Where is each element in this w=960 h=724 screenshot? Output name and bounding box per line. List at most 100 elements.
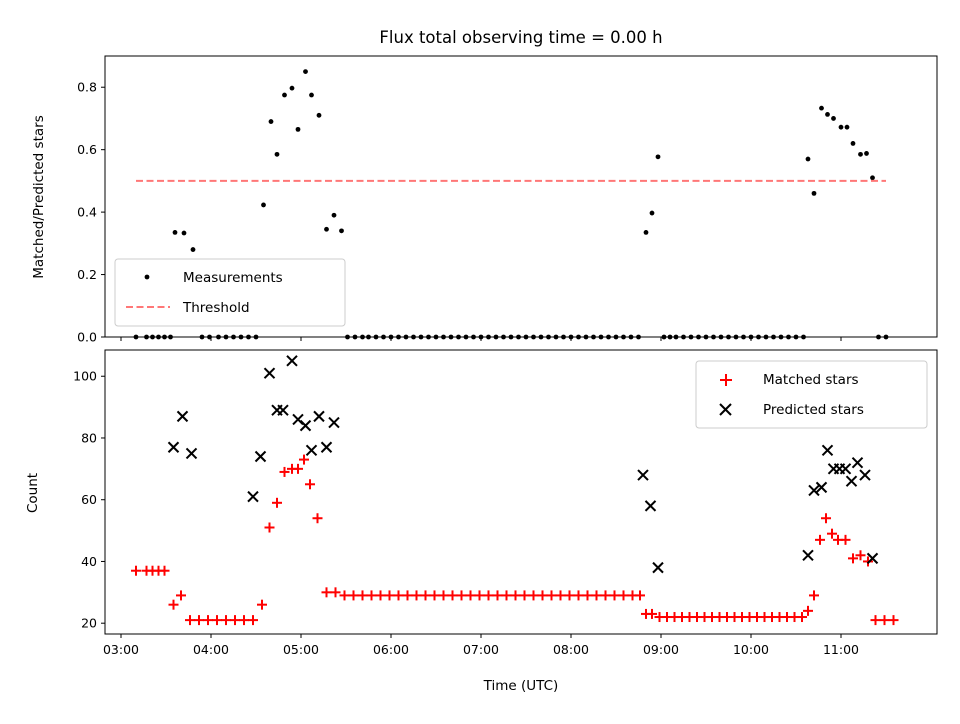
top-legend: Measurements Threshold xyxy=(114,258,346,327)
matched-stars-point xyxy=(305,479,315,490)
predicted-stars-point xyxy=(320,441,333,453)
top-y-tick-label: 0.2 xyxy=(77,267,97,282)
measurements-point xyxy=(316,112,322,118)
matched-stars-point xyxy=(357,590,368,601)
top-axis-ticks: 0.0 0.2 0.4 0.6 0.8 xyxy=(77,80,842,345)
measurements-point xyxy=(172,230,178,235)
measurements-point xyxy=(831,116,836,121)
top-y-tick-label: 0.4 xyxy=(77,205,97,220)
matched-stars-point xyxy=(519,590,530,601)
matched-stars-point xyxy=(501,590,512,601)
predicted-stars-point xyxy=(286,355,298,367)
matched-stars-point xyxy=(821,513,831,524)
bottom-y-tick-label: 80 xyxy=(81,430,97,445)
matched-stars-point xyxy=(456,590,467,601)
predicted-stars-point xyxy=(866,552,879,565)
matched-stars-point xyxy=(465,590,476,601)
matched-stars-point xyxy=(348,590,359,601)
bottom-x-tick-label: 05:00 xyxy=(283,642,319,657)
matched-stars-point xyxy=(797,612,807,623)
matched-stars-point xyxy=(393,590,404,601)
top-y-tick-label: 0.8 xyxy=(77,80,97,95)
matched-stars-point xyxy=(609,590,620,601)
matched-stars-point xyxy=(212,615,222,626)
measurements-point xyxy=(303,69,308,75)
bottom-x-axis-label: Time (UTC) xyxy=(483,678,559,694)
matched-stars-point xyxy=(257,599,267,610)
matched-stars-point xyxy=(600,590,611,601)
measurements-point xyxy=(309,92,314,98)
matched-stars-point xyxy=(221,615,231,626)
predicted-stars-point xyxy=(839,463,852,475)
matched-stars-point xyxy=(272,497,282,508)
legend-threshold-label: Threshold xyxy=(182,300,250,316)
matched-stars-point xyxy=(312,513,323,524)
matched-stars-point xyxy=(429,590,440,601)
matched-stars-point xyxy=(420,590,431,601)
bottom-plot-frame xyxy=(104,349,938,635)
predicted-stars-point xyxy=(167,441,180,453)
measurements-point xyxy=(282,92,287,98)
matched-stars-point xyxy=(131,565,141,576)
bottom-y-tick-label: 40 xyxy=(81,554,97,569)
predicted-stars-point xyxy=(277,404,289,416)
matched-stars-point xyxy=(299,454,309,465)
top-chart-title: Flux total observing time = 0.00 h xyxy=(379,28,662,47)
bottom-legend: Matched stars Predicted stars xyxy=(695,360,928,429)
bottom-panel: 20 40 60 80 100 03:00 04:00 05:00 06:00 07:00 08:0… xyxy=(25,349,938,694)
measurements-point xyxy=(858,151,863,157)
matched-stars-point xyxy=(176,590,186,601)
legend-matched-label: Matched stars xyxy=(763,372,859,388)
bottom-legend-box xyxy=(695,360,928,429)
matched-stars-point xyxy=(803,605,813,616)
predicted-stars-point xyxy=(815,481,828,494)
predicted-stars-point xyxy=(176,410,189,423)
matched-stars-point xyxy=(888,615,899,626)
measurements-point xyxy=(295,126,301,132)
matched-stars-point xyxy=(402,590,413,601)
predicted-stars-point xyxy=(305,444,318,457)
predicted-stars-point xyxy=(328,416,340,429)
bottom-x-tick-label: 03:00 xyxy=(103,642,139,657)
bottom-x-tick-label: 08:00 xyxy=(553,642,589,657)
measurements-point xyxy=(864,151,869,156)
bottom-y-tick-label: 60 xyxy=(81,492,97,507)
top-panel: Flux total observing time = 0.00 h 0.00.… xyxy=(31,28,938,345)
matched-stars-point xyxy=(855,550,866,561)
predicted-stars-point xyxy=(185,447,198,460)
matched-stars-point xyxy=(809,590,819,601)
matched-stars-point xyxy=(573,590,584,601)
matched-stars-point xyxy=(510,590,521,601)
matched-stars-point xyxy=(582,590,593,601)
predicted-stars-point xyxy=(247,490,259,503)
bottom-series-layer xyxy=(131,355,899,626)
measurements-point xyxy=(649,210,655,216)
predicted-stars-point xyxy=(644,500,657,512)
predicted-stars-point xyxy=(845,475,858,487)
top-plot-frame xyxy=(104,55,938,338)
matched-stars-point xyxy=(321,587,332,598)
matched-stars-point xyxy=(555,590,566,601)
bottom-x-tick-label: 06:00 xyxy=(373,642,409,657)
predicted-stars-point xyxy=(851,456,864,469)
legend-measurements-marker xyxy=(144,274,150,280)
matched-stars-point xyxy=(848,553,858,564)
matched-stars-point xyxy=(870,615,881,626)
matched-stars-point xyxy=(546,590,557,601)
matched-stars-point xyxy=(528,590,539,601)
bottom-x-tick-label: 10:00 xyxy=(733,642,769,657)
matched-stars-point xyxy=(815,534,825,545)
predicted-stars-point xyxy=(802,549,814,561)
matched-stars-point xyxy=(248,615,258,626)
matched-stars-point xyxy=(339,590,350,601)
legend-predicted-label: Predicted stars xyxy=(763,402,864,418)
matched-stars-point xyxy=(438,590,449,601)
measurements-point xyxy=(181,230,187,236)
matched-stars-point xyxy=(239,615,249,626)
matched-stars-point xyxy=(564,590,575,601)
measurements-point xyxy=(655,154,661,160)
matched-stars-point xyxy=(203,615,213,626)
matched-stars-point xyxy=(230,615,240,626)
matched-stars-point xyxy=(840,534,851,545)
measurements-point xyxy=(289,85,295,91)
